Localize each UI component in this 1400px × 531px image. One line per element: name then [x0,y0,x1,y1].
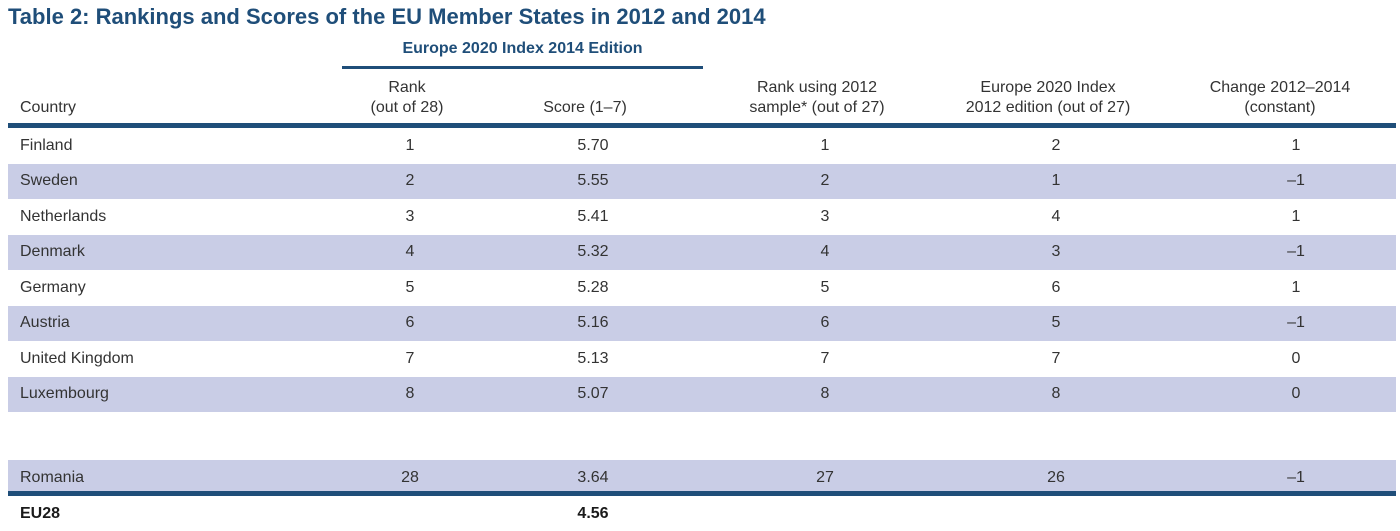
index-2012-cell: 26 [1047,468,1065,486]
score-cell: 5.32 [577,243,609,261]
country-cell: Romania [20,468,85,486]
rank-cell: 28 [401,468,419,486]
column-header-change-line2: (constant) [1244,99,1316,116]
index-2012-cell: 6 [1051,278,1061,296]
change-cell: 0 [1291,385,1301,403]
table-row: Denmark 4 5.32 4 3 –1 [8,234,1396,270]
country-cell: Luxembourg [20,385,109,403]
rank-cell: 4 [405,243,415,261]
rank-cell: 6 [405,314,415,332]
index-2012-cell: 4 [1051,207,1061,225]
edition-group-header: Europe 2020 Index 2014 Edition [402,40,643,57]
index-2012-cell: 1 [1051,172,1061,190]
change-cell: –1 [1287,172,1305,190]
change-cell: 0 [1291,349,1301,367]
score-cell: 5.28 [577,278,609,296]
table-title: Table 2: Rankings and Scores of the EU M… [8,4,766,29]
rank-2012-sample-cell: 2 [820,172,830,190]
table-row: Luxembourg 8 5.07 8 8 0 [8,376,1396,412]
table-row: Germany 5 5.28 5 6 1 [8,270,1396,306]
rank-2012-sample-cell: 5 [820,278,830,296]
index-2012-cell: 2 [1051,136,1061,154]
country-cell: Netherlands [20,207,107,225]
rank-cell: 3 [405,207,415,225]
score-cell: 5.13 [577,349,609,367]
table-row-romania: Romania 28 3.64 27 26 –1 [8,460,1396,496]
column-header-index-2012-line2: 2012 edition (out of 27) [965,99,1131,116]
column-header-country-label: Country [20,99,77,116]
rank-2012-sample-cell: 1 [820,136,830,154]
omitted-rows-gap [8,412,1396,460]
rank-cell: 7 [405,349,415,367]
column-header-change: Change 2012–2014 (constant) [1188,78,1372,118]
index-2012-cell: 8 [1051,385,1061,403]
score-cell: 5.41 [577,207,609,225]
rank-cell: 5 [405,278,415,296]
rank-2012-sample-cell: 8 [820,385,830,403]
column-header-score-label: Score (1–7) [543,99,627,116]
column-header-score: Score (1–7) [505,98,665,118]
country-cell: Finland [20,136,73,154]
column-header-rank-line1: Rank [388,79,426,96]
country-cell: Austria [20,314,70,332]
column-header-rank-2012-line1: Rank using 2012 [756,79,878,96]
column-header-rank-2012-line2: sample* (out of 27) [749,99,885,116]
table-row: Netherlands 3 5.41 3 4 1 [8,199,1396,235]
country-cell: United Kingdom [20,349,134,367]
rank-cell: 2 [405,172,415,190]
change-cell: 1 [1291,136,1301,154]
column-header-index-2012: Europe 2020 Index 2012 edition (out of 2… [938,78,1158,118]
rank-2012-sample-cell: 7 [820,349,830,367]
change-cell: 1 [1291,207,1301,225]
country-cell: Germany [20,278,86,296]
index-2012-cell: 7 [1051,349,1061,367]
header-rule [8,123,1396,128]
rank-2012-sample-cell: 4 [820,243,830,261]
column-header-change-line1: Change 2012–2014 [1209,79,1351,96]
column-header-rank-2012-sample: Rank using 2012 sample* (out of 27) [722,78,912,118]
eu28-label: EU28 [20,504,61,522]
table-footer-eu28: EU28 4.56 [8,496,1396,531]
footer-rule [8,491,1396,496]
table-row: Finland 1 5.70 1 2 1 [8,128,1396,164]
column-header-rank: Rank (out of 28) [342,78,472,118]
column-header-index-2012-line1: Europe 2020 Index [980,79,1116,96]
score-cell: 5.70 [577,136,609,154]
country-cell: Sweden [20,172,78,190]
table-body: Finland 1 5.70 1 2 1 Sweden 2 5.55 2 1 –… [8,128,1396,496]
table-row: Austria 6 5.16 6 5 –1 [8,305,1396,341]
rank-2012-sample-cell: 3 [820,207,830,225]
change-cell: 1 [1291,278,1301,296]
eu28-score: 4.56 [577,504,609,522]
rank-cell: 8 [405,385,415,403]
index-2012-cell: 5 [1051,314,1061,332]
change-cell: –1 [1287,243,1305,261]
change-cell: –1 [1287,468,1305,486]
table-row: United Kingdom 7 5.13 7 7 0 [8,341,1396,377]
score-cell: 5.55 [577,172,609,190]
rank-2012-sample-cell: 27 [816,468,834,486]
change-cell: –1 [1287,314,1305,332]
column-header-rank-line2: (out of 28) [370,99,444,116]
table-row: Sweden 2 5.55 2 1 –1 [8,163,1396,199]
rank-2012-sample-cell: 6 [820,314,830,332]
country-cell: Denmark [20,243,85,261]
index-2012-cell: 3 [1051,243,1061,261]
score-cell: 3.64 [577,468,609,486]
score-cell: 5.07 [577,385,609,403]
rank-cell: 1 [405,136,415,154]
score-cell: 5.16 [577,314,609,332]
edition-group-rule [342,66,703,69]
column-header-country: Country [20,98,76,118]
